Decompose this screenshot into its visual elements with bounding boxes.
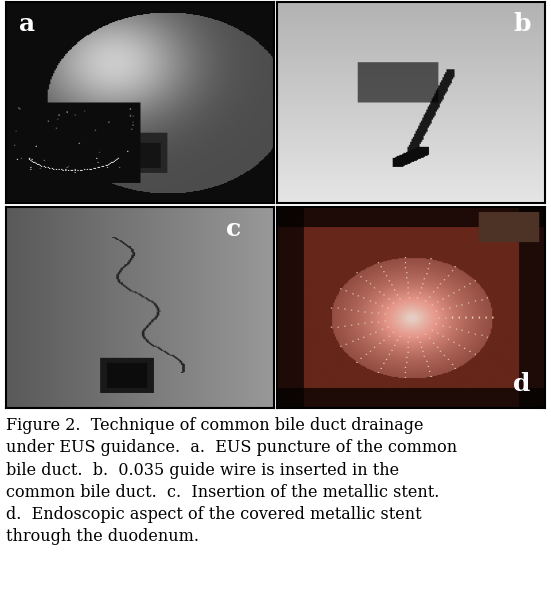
Text: Figure 2.  Technique of common bile duct drainage
under EUS guidance.  a.  EUS p: Figure 2. Technique of common bile duct … (6, 417, 457, 545)
Text: c: c (226, 218, 241, 241)
Text: a: a (19, 12, 35, 36)
Text: d: d (513, 372, 531, 396)
Text: b: b (513, 12, 531, 36)
